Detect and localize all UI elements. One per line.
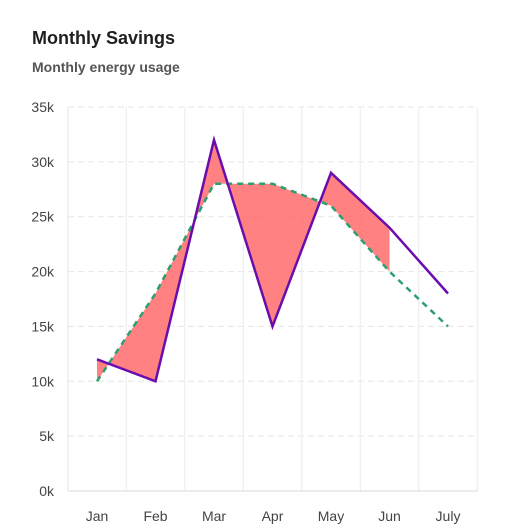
y-tick-label: 30k: [31, 154, 55, 170]
x-tick-label: Jan: [86, 508, 109, 524]
x-tick-label: Apr: [262, 508, 284, 524]
y-tick-label: 5k: [39, 428, 55, 444]
y-tick-label: 10k: [31, 373, 55, 389]
y-tick-label: 25k: [31, 209, 55, 225]
y-tick-label: 15k: [31, 318, 55, 334]
x-tick-label: Mar: [202, 508, 226, 524]
x-tick-label: Jun: [378, 508, 401, 524]
y-tick-label: 35k: [31, 99, 55, 115]
series-line-solid: [96, 135, 449, 383]
chart-title: Monthly Savings: [32, 28, 176, 48]
series-line-dashed: [95, 182, 449, 382]
x-tick-label: Feb: [143, 508, 167, 524]
x-tick-label: July: [436, 508, 461, 524]
y-tick-label: 20k: [31, 264, 55, 280]
chart-subtitle: Monthly energy usage: [32, 59, 180, 75]
x-tick-label: May: [318, 508, 344, 524]
y-tick-label: 0k: [39, 483, 55, 499]
